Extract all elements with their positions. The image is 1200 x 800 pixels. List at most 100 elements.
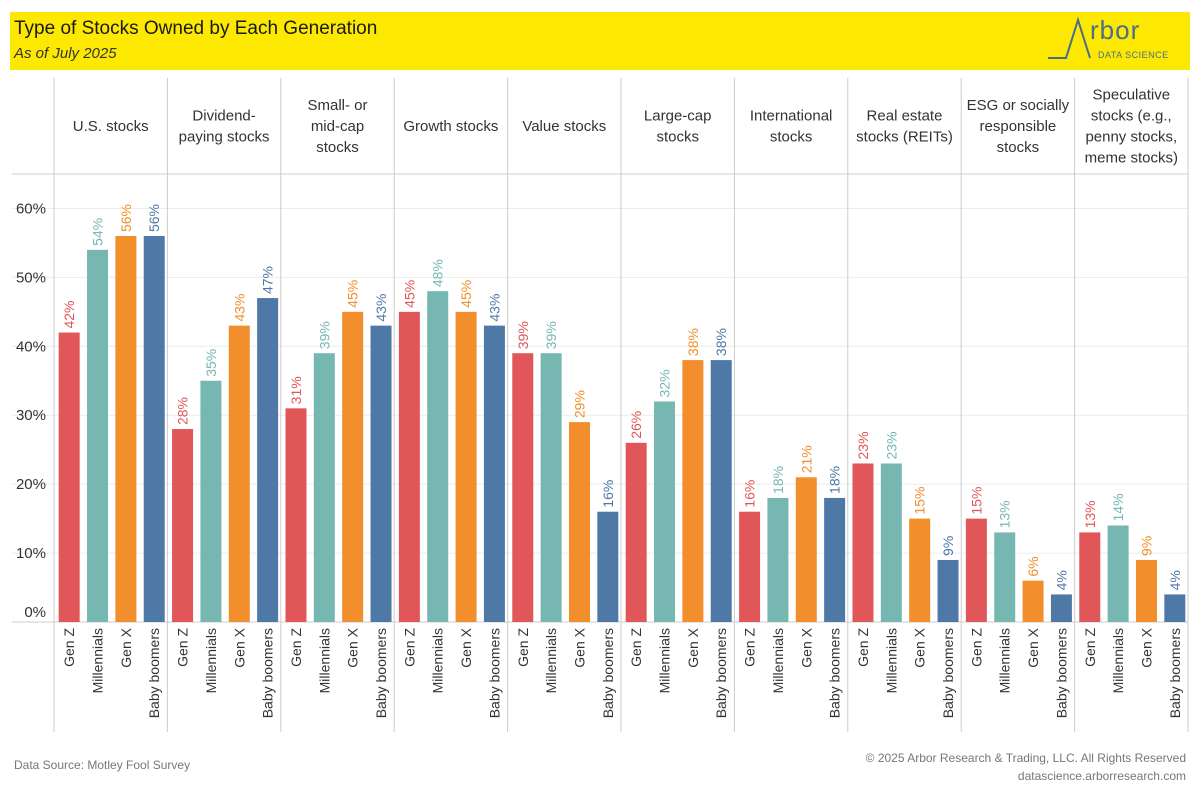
data-label: 31% xyxy=(288,376,304,404)
bar xyxy=(1079,532,1101,622)
x-tick-label: Gen X xyxy=(571,627,587,667)
logo-mark-icon xyxy=(1048,16,1091,59)
data-label: 45% xyxy=(345,280,361,308)
y-tick-label: 30% xyxy=(16,407,46,424)
copyright-text: © 2025 Arbor Research & Trading, LLC. Al… xyxy=(865,751,1186,765)
x-tick-label: Gen X xyxy=(231,627,247,667)
bar xyxy=(795,477,817,622)
bar xyxy=(852,463,874,622)
website-text: datascience.arborresearch.com xyxy=(1017,769,1186,783)
x-tick-label: Millennials xyxy=(1110,628,1126,693)
data-label: 56% xyxy=(146,204,162,232)
data-label: 35% xyxy=(203,349,219,377)
x-tick-label: Baby boomers xyxy=(1167,628,1183,718)
bar xyxy=(880,463,902,622)
x-tick-label: Baby boomers xyxy=(146,628,162,718)
bar xyxy=(427,291,449,622)
bar xyxy=(87,249,109,623)
x-tick-label: Gen X xyxy=(458,627,474,667)
bar xyxy=(909,518,931,622)
x-tick-label: Gen X xyxy=(685,627,701,667)
panel-header-label: mid-cap xyxy=(311,118,364,135)
bar xyxy=(285,408,307,622)
x-tick-label: Gen Z xyxy=(968,628,984,667)
data-label: 23% xyxy=(883,431,899,459)
data-label: 42% xyxy=(61,300,77,328)
y-tick-label: 0% xyxy=(24,604,46,621)
data-label: 21% xyxy=(798,445,814,473)
x-tick-label: Millennials xyxy=(770,628,786,693)
bar xyxy=(1135,559,1157,622)
data-label: 39% xyxy=(515,321,531,349)
panel-header-label: Growth stocks xyxy=(403,118,498,135)
data-label: 14% xyxy=(1110,493,1126,521)
panel-header-label: penny stocks, xyxy=(1085,129,1177,146)
panel-header-label: stocks xyxy=(770,129,813,146)
bar xyxy=(568,422,590,622)
x-tick-label: Baby boomers xyxy=(713,628,729,718)
data-label: 43% xyxy=(373,294,389,322)
panel-header-label: U.S. stocks xyxy=(73,118,149,135)
chart-title: Type of Stocks Owned by Each Generation xyxy=(14,18,378,39)
bar xyxy=(540,353,562,622)
y-tick-label: 20% xyxy=(16,476,46,493)
bar-chart: 0% 10% 20% 30% 40% 50% 60% U.S. stocks 42% Gen Z 5… xyxy=(12,78,1189,732)
data-label: 43% xyxy=(486,294,502,322)
panel-header-label: International xyxy=(750,108,833,125)
bar xyxy=(200,380,222,622)
data-label: 26% xyxy=(628,411,644,439)
panel-header-label: responsible xyxy=(980,118,1057,135)
data-label: 45% xyxy=(458,280,474,308)
x-tick-label: Millennials xyxy=(543,628,559,693)
panel-header-label: stocks (REITs) xyxy=(856,129,953,146)
bar xyxy=(1164,594,1186,622)
footer-credits: © 2025 Arbor Research & Trading, LLC. Al… xyxy=(866,749,1186,785)
data-source: Data Source: Motley Fool Survey xyxy=(14,758,191,772)
y-tick-label: 40% xyxy=(16,338,46,355)
panel-header-label: ESG or socially xyxy=(967,97,1070,114)
data-label: 29% xyxy=(571,390,587,418)
bar xyxy=(313,353,335,622)
x-tick-label: Gen Z xyxy=(742,628,758,667)
data-label: 18% xyxy=(827,466,843,494)
panel-header-label: Large-cap xyxy=(644,108,712,125)
panel-header-label: Small- or xyxy=(307,97,367,114)
bar xyxy=(1022,580,1044,622)
x-tick-label: Millennials xyxy=(883,628,899,693)
bar xyxy=(937,559,959,622)
data-label: 15% xyxy=(912,487,928,515)
data-label: 23% xyxy=(855,431,871,459)
data-label: 56% xyxy=(118,204,134,232)
x-tick-label: Millennials xyxy=(657,628,673,693)
data-label: 6% xyxy=(1025,556,1041,576)
bar xyxy=(172,429,194,622)
y-tick-label: 60% xyxy=(16,200,46,217)
bar xyxy=(58,332,80,622)
data-label: 9% xyxy=(940,536,956,556)
panel-header-label: stocks xyxy=(656,129,699,146)
y-tick-label: 10% xyxy=(16,545,46,562)
bar xyxy=(483,325,505,622)
bar xyxy=(994,532,1016,622)
data-label: 15% xyxy=(968,487,984,515)
chart-subtitle: As of July 2025 xyxy=(14,45,117,62)
data-label: 54% xyxy=(90,218,106,246)
bar xyxy=(597,511,619,622)
bar xyxy=(455,311,477,622)
data-label: 38% xyxy=(713,328,729,356)
x-tick-label: Baby boomers xyxy=(486,628,502,718)
panel-header-label: stocks xyxy=(316,139,359,156)
data-label: 32% xyxy=(657,369,673,397)
title-banner: Type of Stocks Owned by Each Generation … xyxy=(10,12,1190,70)
x-tick-label: Gen Z xyxy=(515,628,531,667)
data-label: 45% xyxy=(401,280,417,308)
data-label: 43% xyxy=(231,294,247,322)
data-label: 48% xyxy=(430,259,446,287)
data-label: 16% xyxy=(742,480,758,508)
bar xyxy=(710,360,732,622)
bar xyxy=(512,353,534,622)
panel-header-label: Speculative xyxy=(1093,87,1171,104)
x-tick-label: Gen Z xyxy=(288,628,304,667)
bar xyxy=(398,311,420,622)
bar xyxy=(767,497,789,622)
